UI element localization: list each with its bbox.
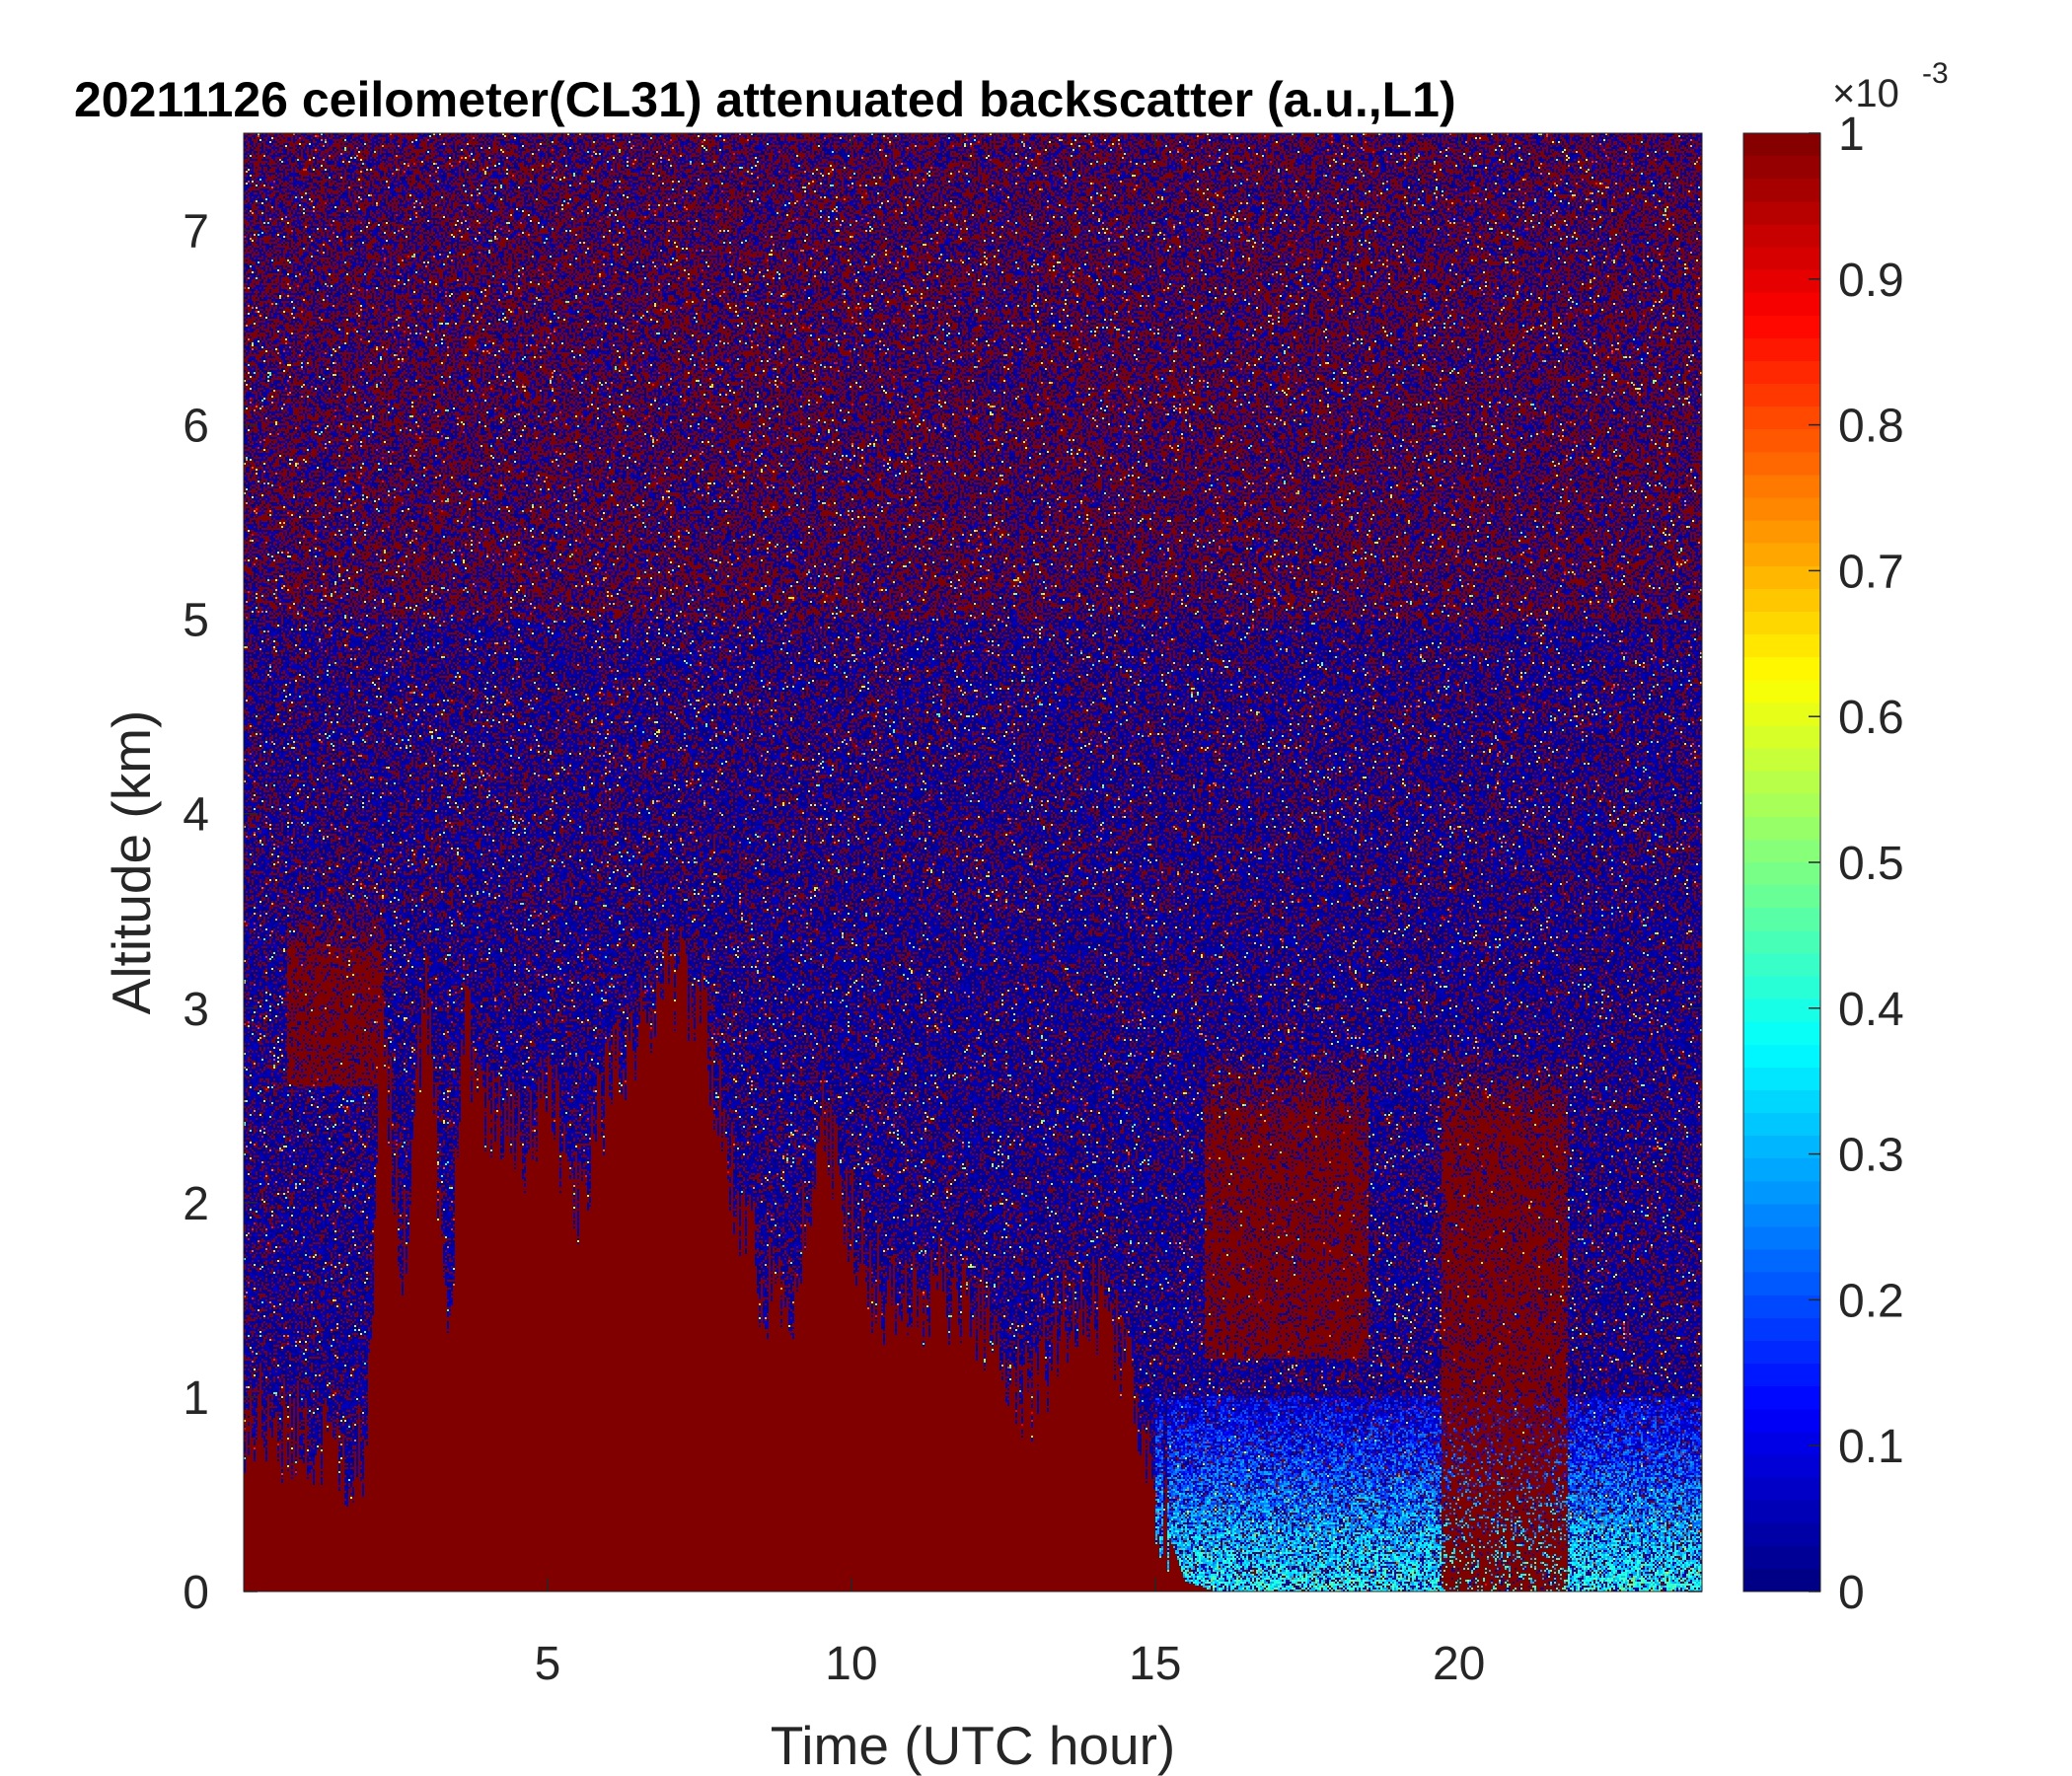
colorbar-tick-label: 0.6 (1838, 692, 1904, 744)
x-tick-label: 20 (1433, 1638, 1485, 1690)
colorbar-ticks: 0 0.1 0.2 0.3 0.4 0.5 0.6 0.7 0.8 0.9 1 (1809, 109, 1904, 1619)
colorbar-tick-label: 0.7 (1838, 546, 1904, 598)
colorbar-foreign (1743, 133, 1820, 1591)
plot-frame (243, 132, 1703, 1592)
chart-title: 20211126 ceilometer(CL31) attenuated bac… (74, 72, 1456, 127)
y-tick-label: 2 (183, 1178, 209, 1230)
heatmap-foreign (244, 133, 1702, 1591)
x-tick-label: 10 (825, 1638, 877, 1690)
colorbar-tick-label: 0.8 (1838, 401, 1904, 453)
backscatter-heatmap (244, 133, 1702, 1591)
y-tick-label: 1 (183, 1372, 209, 1425)
y-tick-label: 5 (183, 595, 209, 647)
colorbar-tick-label: 0.1 (1838, 1421, 1904, 1473)
x-tick-label: 15 (1129, 1638, 1181, 1690)
y-tick-label: 7 (183, 206, 209, 259)
y-tick-label: 0 (183, 1567, 209, 1619)
colorbar-tick-label: 0.9 (1838, 255, 1904, 307)
y-tick-label: 4 (183, 789, 209, 842)
colorbar (1743, 133, 1820, 1591)
y-axis-label: Altitude (km) (101, 710, 162, 1015)
colorbar-tick-label: 0.5 (1838, 838, 1904, 890)
x-tick-label: 5 (535, 1638, 561, 1690)
y-tick-label: 3 (183, 984, 209, 1036)
colorbar-tick-label: 0 (1838, 1567, 1865, 1619)
x-axis: 5 10 15 20 (535, 133, 1485, 1690)
colorbar-tick-label: 0.4 (1838, 984, 1904, 1036)
colorbar-tick-label: 0.2 (1838, 1275, 1904, 1327)
colorbar-tick-label: 1 (1838, 109, 1865, 161)
colorbar-exponent-base: ×10 (1832, 72, 1899, 115)
x-axis-label: Time (UTC hour) (771, 1715, 1176, 1776)
y-tick-label: 6 (183, 401, 209, 453)
y-axis: 0 1 2 3 4 5 6 7 (183, 206, 1702, 1619)
colorbar-tick-label: 0.3 (1838, 1130, 1904, 1182)
colorbar-exponent-power: -3 (1922, 57, 1949, 90)
